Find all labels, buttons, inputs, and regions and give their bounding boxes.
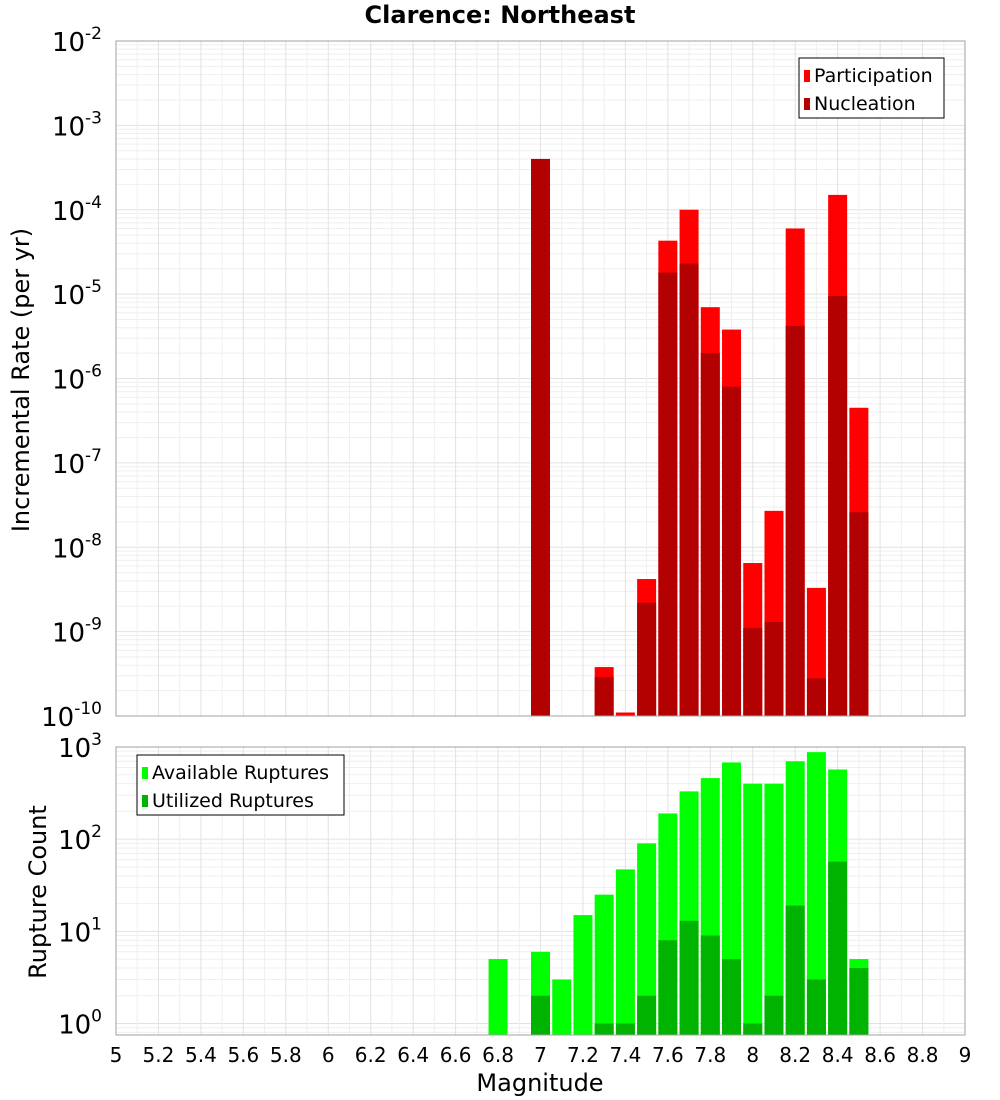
x-tick-label: 6.8 [482,1043,514,1067]
x-tick-label: 8.8 [907,1043,939,1067]
bottom-legend: Available Ruptures Utilized Ruptures [136,754,345,816]
bottom-plot-bar [743,783,763,1035]
bottom-plot-bar [615,869,635,1035]
bottom-plot-bar [806,979,826,1035]
top-legend-box [798,57,945,119]
bottom-legend-box [136,754,345,816]
x-tick-label: 5.8 [270,1043,302,1067]
bottom-plot-bar [488,959,508,1035]
x-tick-label: 6.4 [397,1043,429,1067]
bottom-plot-bar [700,935,720,1035]
top-y-tick-label: 10-2 [52,24,102,58]
top-plot-bar [700,353,720,716]
top-plot-bar [849,512,869,716]
bottom-plot-bar [615,1023,635,1035]
bottom-legend-label: Utilized Ruptures [152,790,314,812]
x-tick-label: 6.2 [355,1043,387,1067]
bottom-legend-swatch [142,795,148,807]
top-plot-bar [764,622,784,716]
top-plot-bar [594,676,614,716]
top-y-tick-label: 10-10 [41,699,102,733]
top-y-axis-label: Incremental Rate (per yr) [7,228,35,532]
bottom-plot-bar [573,915,593,1035]
top-y-tick-label: 10-7 [52,446,102,480]
top-plot-bar [658,272,678,716]
top-plot-bar [785,325,805,716]
top-legend: Participation Nucleation [798,57,945,119]
top-plot-bar [679,263,699,716]
top-legend-label: Participation [814,65,933,87]
top-y-tick-label: 10-9 [52,615,102,649]
bottom-legend-label: Available Ruptures [152,762,329,784]
x-tick-label: 7.4 [609,1043,641,1067]
x-tick-label: 5.4 [185,1043,217,1067]
top-y-tick-label: 10-4 [52,193,102,227]
bottom-plot-bar [743,1023,763,1035]
top-legend-label: Nucleation [814,93,916,115]
x-tick-label: 7.2 [567,1043,599,1067]
top-plot-bar [828,296,848,716]
bottom-plot-series-front [531,861,869,1035]
bottom-plot-bar [658,940,678,1035]
bottom-plot-bar [764,783,784,1035]
bottom-plot-bar [594,894,614,1035]
top-plot-bar [637,602,657,716]
bottom-plot-bar [785,905,805,1035]
x-tick-label: 5.2 [143,1043,175,1067]
top-plot-bar [615,712,635,716]
top-y-tick-label: 10-8 [52,530,102,564]
bottom-plot-bar [594,1023,614,1035]
bottom-plot-frame [115,746,966,1036]
x-tick-label: 9 [959,1043,972,1067]
bottom-plot-bar [806,752,826,1035]
top-legend-swatch [804,70,810,82]
bottom-plot-bar [637,843,657,1035]
bottom-plot-bar [552,979,572,1035]
top-plot-bar [531,158,550,717]
top-plot-bar [743,628,763,716]
x-tick-label: 5.6 [227,1043,259,1067]
x-tick-label: 8.6 [864,1043,896,1067]
bottom-y-axis-label: Rupture Count [24,805,52,979]
bottom-plot-bar [764,995,784,1035]
bottom-y-tick-label: 101 [58,914,102,948]
top-y-tick-label: 10-3 [52,108,102,142]
top-legend-swatch [804,98,810,110]
bottom-y-tick-label: 103 [58,730,102,764]
bottom-legend-swatch [142,767,148,779]
bottom-plot-bar [722,959,742,1035]
x-tick-label: 7.6 [652,1043,684,1067]
x-axis-label: Magnitude [476,1069,603,1097]
bottom-plot-bar [828,861,848,1035]
top-y-tick-label: 10-6 [52,362,102,396]
x-tick-label: 7.8 [694,1043,726,1067]
x-tick-label: 7 [534,1043,547,1067]
x-tick-label: 8.2 [779,1043,811,1067]
bottom-y-tick-label: 100 [58,1006,102,1040]
bottom-plot-bar [849,967,869,1035]
bottom-plot-bar [531,995,550,1035]
bottom-y-tick-label: 102 [58,822,102,856]
top-plot-bar [722,386,742,716]
x-tick-label: 6 [322,1043,335,1067]
top-plot-series-front [531,158,869,717]
bottom-plot-bar [637,995,657,1035]
x-tick-label: 8 [746,1043,759,1067]
chart-title: Clarence: Northeast [365,1,636,29]
x-tick-label: 5 [110,1043,123,1067]
top-plot-frame [115,40,966,717]
x-tick-label: 6.6 [440,1043,472,1067]
top-plot-bar [806,678,826,716]
bottom-plot-bar [679,920,699,1035]
top-y-tick-label: 10-5 [52,277,102,311]
x-tick-label: 8.4 [822,1043,854,1067]
